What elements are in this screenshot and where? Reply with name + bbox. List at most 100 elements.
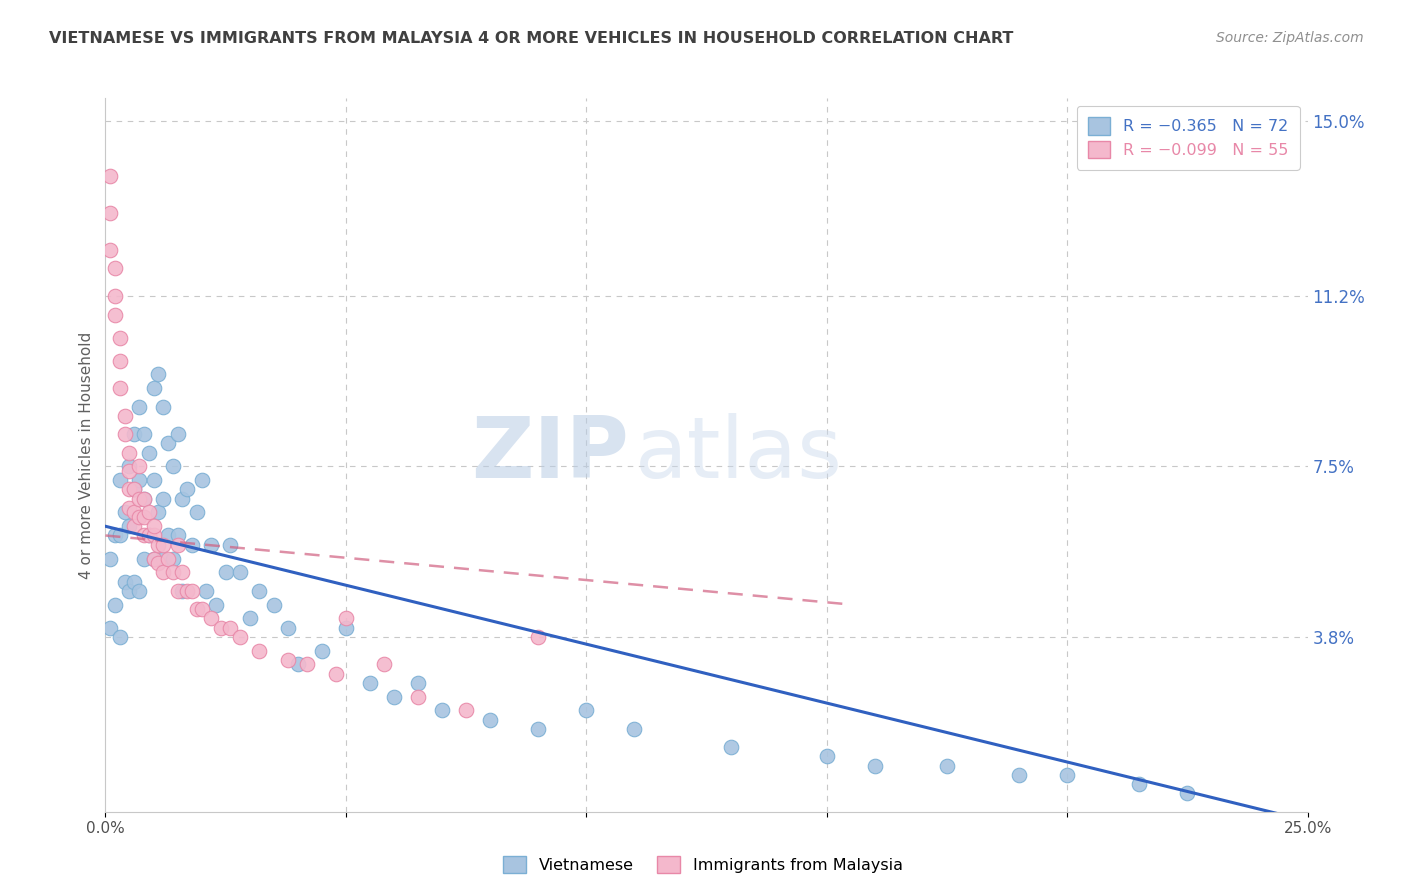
- Point: [156, 551, 179, 566]
- Point: [527, 630, 550, 644]
- Point: [623, 722, 645, 736]
- Point: [190, 473, 212, 487]
- Point: [124, 483, 146, 497]
- Point: [186, 602, 208, 616]
- Point: [209, 621, 232, 635]
- Point: [142, 551, 165, 566]
- Point: [138, 445, 160, 459]
- Point: [148, 368, 170, 382]
- Point: [1056, 768, 1078, 782]
- Point: [124, 519, 146, 533]
- Point: [104, 289, 127, 303]
- Point: [335, 611, 357, 625]
- Point: [454, 703, 477, 717]
- Text: atlas: atlas: [634, 413, 842, 497]
- Point: [114, 506, 136, 520]
- Text: ZIP: ZIP: [471, 413, 628, 497]
- Point: [406, 690, 429, 704]
- Point: [98, 621, 121, 635]
- Point: [200, 538, 222, 552]
- Point: [219, 538, 242, 552]
- Point: [162, 566, 184, 580]
- Point: [114, 574, 136, 589]
- Point: [142, 473, 165, 487]
- Point: [132, 491, 155, 506]
- Point: [1175, 786, 1198, 800]
- Point: [575, 703, 598, 717]
- Legend: R = −0.365   N = 72, R = −0.099   N = 55: R = −0.365 N = 72, R = −0.099 N = 55: [1077, 106, 1299, 169]
- Point: [118, 459, 141, 474]
- Point: [527, 722, 550, 736]
- Point: [1008, 768, 1031, 782]
- Point: [162, 459, 184, 474]
- Point: [138, 528, 160, 542]
- Point: [108, 381, 131, 395]
- Point: [172, 583, 194, 598]
- Point: [229, 630, 252, 644]
- Point: [108, 630, 131, 644]
- Point: [263, 598, 285, 612]
- Point: [325, 666, 347, 681]
- Point: [166, 583, 188, 598]
- Point: [406, 675, 429, 690]
- Point: [98, 551, 121, 566]
- Point: [720, 740, 742, 755]
- Point: [128, 491, 150, 506]
- Point: [148, 538, 170, 552]
- Point: [335, 621, 357, 635]
- Point: [190, 602, 212, 616]
- Point: [181, 538, 204, 552]
- Point: [239, 611, 262, 625]
- Point: [118, 583, 141, 598]
- Point: [219, 621, 242, 635]
- Point: [479, 713, 502, 727]
- Point: [128, 510, 150, 524]
- Y-axis label: 4 or more Vehicles in Household: 4 or more Vehicles in Household: [79, 331, 94, 579]
- Point: [148, 556, 170, 570]
- Point: [152, 491, 174, 506]
- Point: [214, 566, 236, 580]
- Point: [152, 566, 174, 580]
- Text: VIETNAMESE VS IMMIGRANTS FROM MALAYSIA 4 OR MORE VEHICLES IN HOUSEHOLD CORRELATI: VIETNAMESE VS IMMIGRANTS FROM MALAYSIA 4…: [49, 31, 1014, 46]
- Point: [132, 528, 155, 542]
- Point: [118, 445, 141, 459]
- Point: [104, 261, 127, 276]
- Point: [166, 538, 188, 552]
- Point: [166, 427, 188, 442]
- Point: [132, 551, 155, 566]
- Point: [108, 353, 131, 368]
- Point: [181, 583, 204, 598]
- Point: [124, 574, 146, 589]
- Point: [863, 758, 886, 772]
- Point: [132, 510, 155, 524]
- Point: [172, 491, 194, 506]
- Point: [297, 657, 319, 672]
- Point: [142, 381, 165, 395]
- Point: [124, 483, 146, 497]
- Point: [200, 611, 222, 625]
- Point: [815, 749, 838, 764]
- Point: [108, 330, 131, 344]
- Point: [138, 506, 160, 520]
- Point: [98, 206, 121, 220]
- Point: [156, 436, 179, 450]
- Point: [277, 653, 299, 667]
- Point: [176, 583, 198, 598]
- Point: [142, 528, 165, 542]
- Point: [287, 657, 309, 672]
- Point: [936, 758, 959, 772]
- Point: [104, 598, 127, 612]
- Point: [430, 703, 453, 717]
- Point: [142, 551, 165, 566]
- Point: [195, 583, 218, 598]
- Point: [108, 528, 131, 542]
- Point: [118, 483, 141, 497]
- Point: [118, 519, 141, 533]
- Point: [152, 538, 174, 552]
- Point: [104, 528, 127, 542]
- Point: [205, 598, 228, 612]
- Point: [128, 583, 150, 598]
- Point: [98, 169, 121, 184]
- Point: [118, 500, 141, 515]
- Text: Source: ZipAtlas.com: Source: ZipAtlas.com: [1216, 31, 1364, 45]
